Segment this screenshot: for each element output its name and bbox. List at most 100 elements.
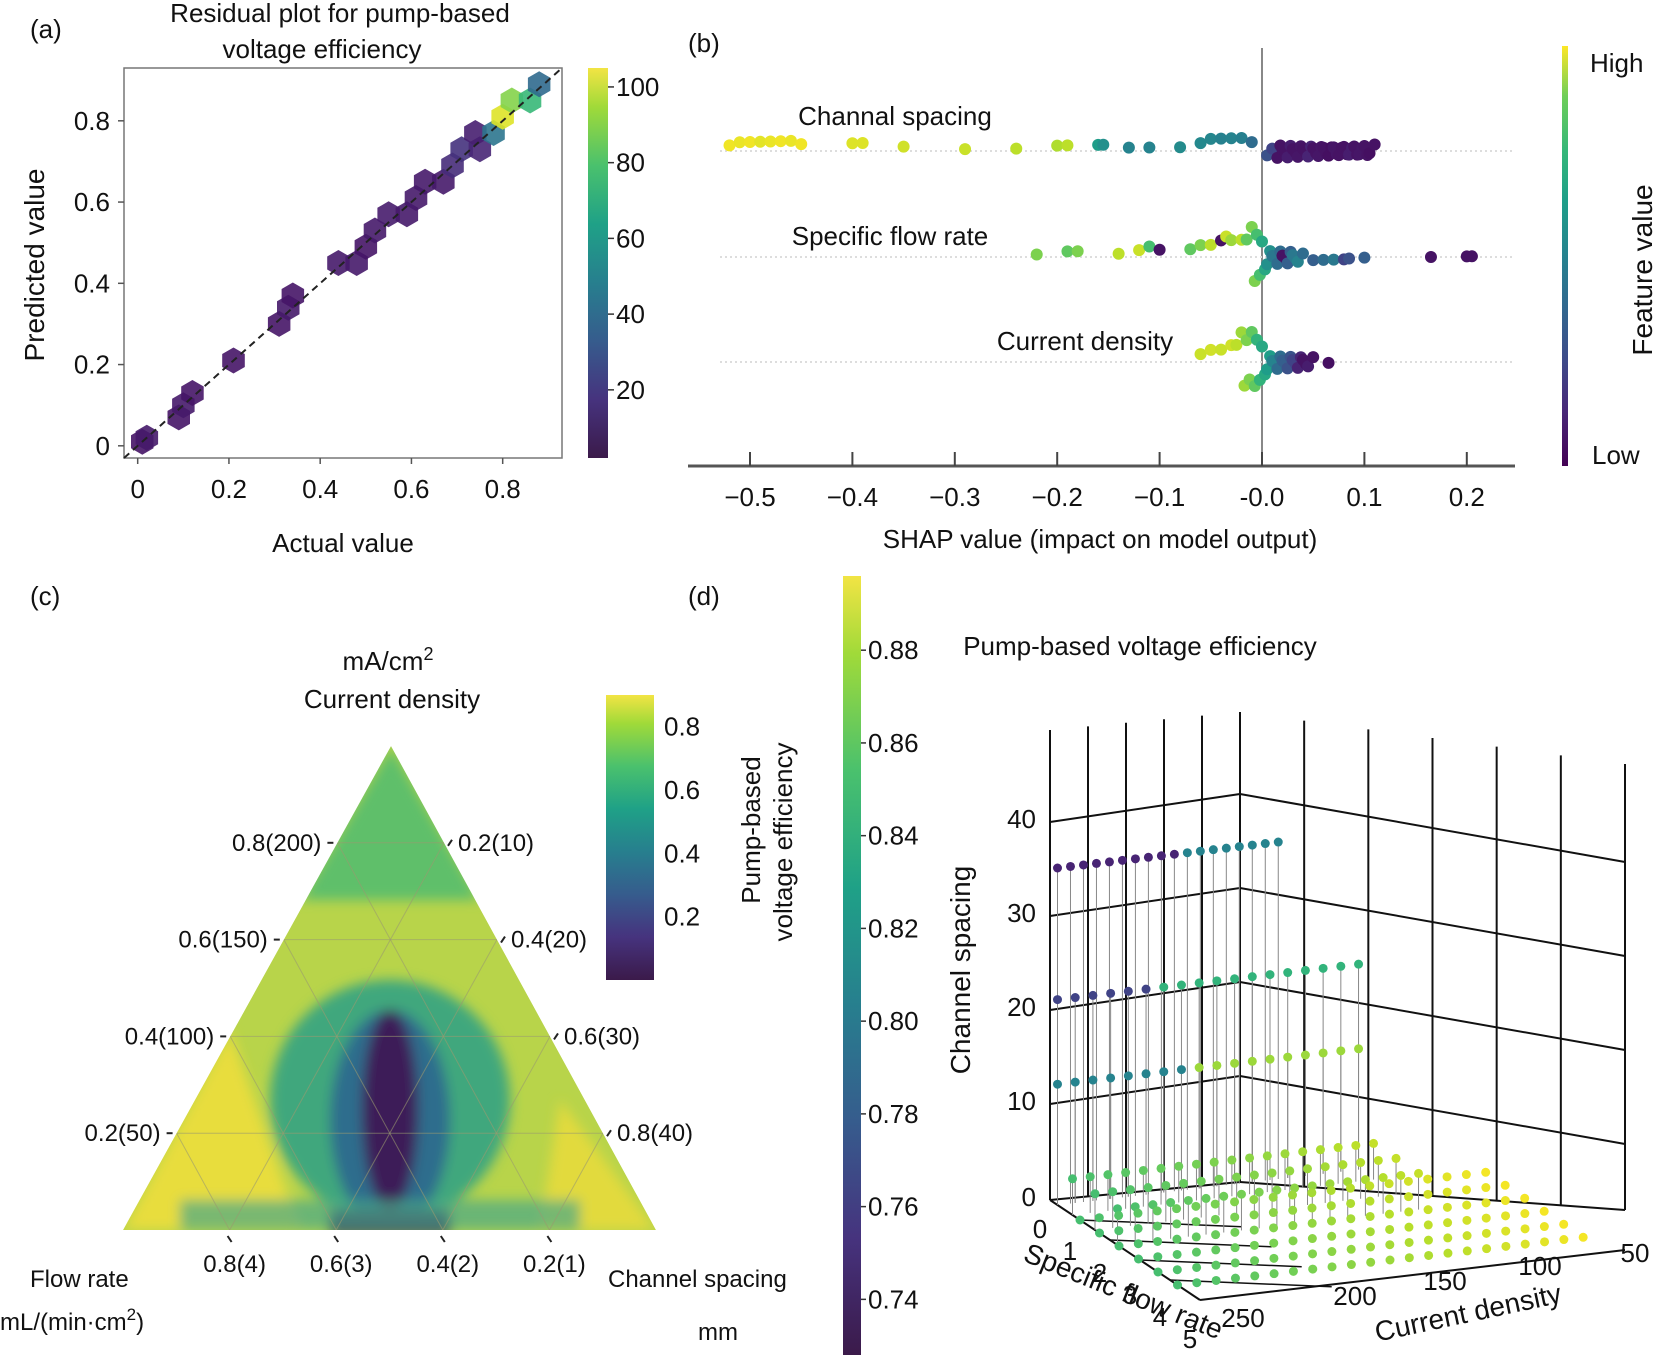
x-tick-label: 3 [1123, 1280, 1137, 1310]
stem-point [1104, 857, 1114, 867]
stem-point [1461, 1170, 1471, 1180]
shap-point [1225, 234, 1238, 247]
stem-point [1114, 1210, 1124, 1220]
shap-point [1194, 348, 1207, 361]
feature-label: Channal spacing [798, 101, 992, 131]
stem-point [1138, 1165, 1148, 1175]
colorbar-tick-label: 0.88 [868, 635, 919, 665]
y-tick-label: 0 [96, 431, 110, 461]
stem-point [1191, 1247, 1201, 1257]
stem-point [1230, 1273, 1240, 1283]
panel-d-title: Pump-based voltage efficiency [963, 631, 1317, 661]
stem-point [1559, 1235, 1569, 1245]
shap-point [1358, 251, 1371, 264]
stem-point [1318, 963, 1328, 973]
panel-d-colorbar [843, 576, 861, 1355]
stem-point [1423, 1205, 1433, 1215]
stem-point [1559, 1219, 1569, 1229]
y-tick-label: 0.2 [74, 350, 110, 380]
shap-point [733, 136, 746, 149]
stem-point [1462, 1185, 1472, 1195]
stem-point [1247, 972, 1257, 982]
stem-point [1172, 1249, 1182, 1259]
z-tick-label: 30 [1007, 898, 1036, 928]
hexbin [327, 250, 350, 276]
stem-point [1338, 1160, 1348, 1170]
y-tick-label: 0.6 [74, 187, 110, 217]
stem-point [1268, 1208, 1278, 1218]
x-tick-label: 0.8 [485, 474, 521, 504]
stem-point [1143, 852, 1153, 862]
stem-point [1269, 1269, 1279, 1279]
shap-point [1010, 142, 1023, 155]
stem-point [1208, 845, 1218, 855]
x-tick-label: 0.4 [302, 474, 338, 504]
shap-point [1343, 252, 1356, 265]
panel-b-x-ticks: −0.5 −0.4 −0.3 −0.2 −0.1 -0.0 0.1 0.2 [724, 452, 1485, 512]
stem-point [1481, 1213, 1491, 1223]
stem-point [1230, 974, 1240, 984]
panel-a-y-ticks: 0 0.2 0.4 0.6 0.8 [74, 106, 124, 461]
x-tick-label: 0.2 [1449, 482, 1485, 512]
colorbar-tick-label: 20 [616, 375, 645, 405]
shap-point [1302, 360, 1315, 373]
stem-point [1230, 1243, 1240, 1253]
panel-d-colorbar-ticks: 0.74 0.76 0.78 0.80 0.82 0.84 0.86 0.88 [861, 635, 919, 1314]
shap-point [1245, 136, 1258, 149]
stem-point [1336, 961, 1346, 971]
stem-point [1369, 1138, 1379, 1148]
y-tick-label: 200 [1333, 1281, 1376, 1311]
stem-point [1094, 1213, 1104, 1223]
stem-point [1247, 1056, 1257, 1066]
stem-point [1230, 1258, 1240, 1268]
shap-point [1030, 248, 1043, 261]
stem-point [1462, 1231, 1472, 1241]
panel-a-title-line1: Residual plot for pump-based [170, 0, 510, 28]
colorbar-tick-label: 0.74 [868, 1284, 919, 1314]
stem-point [1192, 1262, 1202, 1272]
heat-region [300, 746, 480, 900]
stem-point [1192, 1278, 1202, 1288]
stem-point [1114, 1226, 1124, 1236]
stem-point [1345, 1183, 1355, 1193]
shap-point [1235, 132, 1248, 145]
colorbar-tick-label: 80 [616, 148, 645, 178]
stem-point [1070, 1077, 1080, 1087]
stem-point [1211, 1275, 1221, 1285]
x-tick-label: 0.1 [1346, 482, 1382, 512]
stem-point [1227, 1155, 1237, 1165]
stem-point [1500, 1196, 1510, 1206]
stem-point [1520, 1209, 1530, 1219]
stem-point [1191, 1201, 1201, 1211]
stem-point [1288, 1251, 1298, 1261]
stem-point [1462, 1215, 1472, 1225]
right-tick-mark [553, 1032, 559, 1040]
right-tick-label: 0.4(20) [511, 927, 587, 954]
stem-point [1133, 1239, 1143, 1249]
stem-point [1141, 1069, 1151, 1079]
stem-point [1539, 1206, 1549, 1216]
ternary-grid-line [335, 939, 498, 1230]
stem-point [1068, 1174, 1077, 1184]
stem-point [1501, 1211, 1511, 1221]
shap-point [1174, 141, 1187, 154]
x-tick-label: −0.5 [724, 482, 775, 512]
right-tick-mark [606, 1129, 612, 1137]
colorbar-tick-label: 60 [616, 223, 645, 253]
stem-point [1336, 1046, 1346, 1056]
stem-point [1315, 1145, 1325, 1155]
stem-point [1117, 855, 1127, 865]
x-tick-label: 0.6 [393, 474, 429, 504]
bottom-tick-mark [439, 1235, 446, 1243]
panel-c: (c) mA/cm2 Current density 0.8(200) 0.6(1… [0, 581, 798, 1346]
bottom-tick-mark [546, 1235, 553, 1243]
panel-a-identity-line [123, 67, 563, 459]
stem-point [1333, 1143, 1343, 1153]
panel-d-stems [1053, 837, 1588, 1290]
stem-point [1346, 1244, 1356, 1254]
stem-point [1346, 1198, 1356, 1208]
shap-point [1363, 147, 1376, 160]
stem-point [1121, 1168, 1131, 1178]
wall-grid-line [1049, 793, 1241, 823]
stem-point [1384, 1179, 1394, 1189]
